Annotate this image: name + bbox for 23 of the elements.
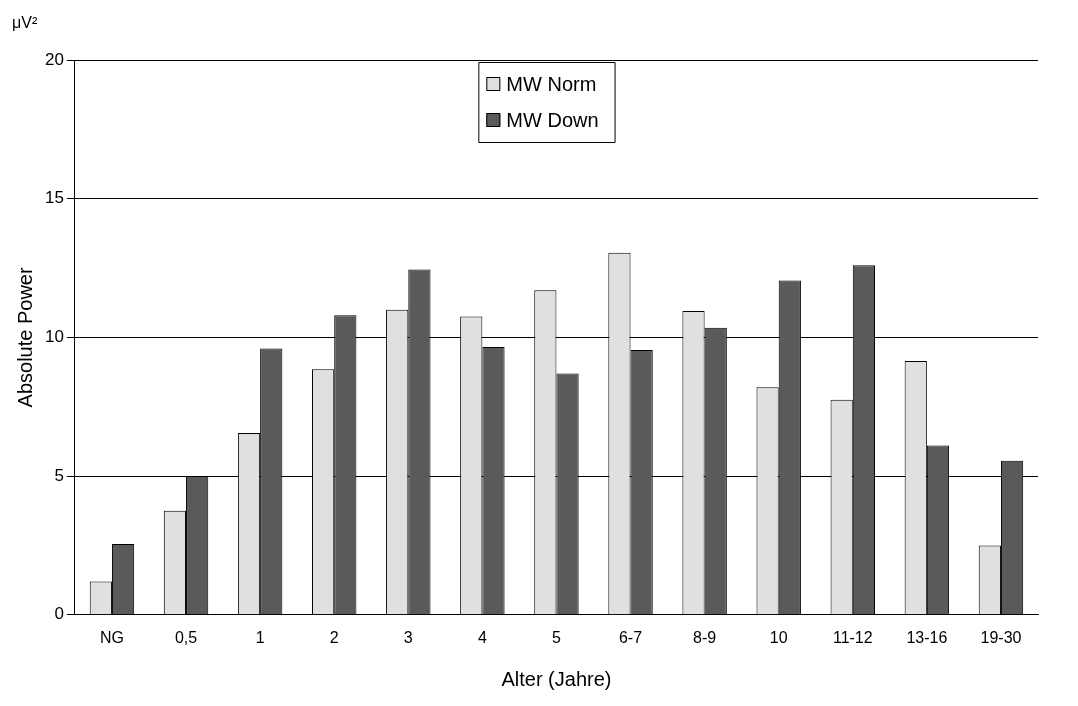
x-tick-label: 1 [255,628,265,646]
x-tick-label: 13-16 [906,628,948,646]
legend-label: MW Down [506,108,599,131]
x-axis-title: Alter (Jahre) [501,667,612,690]
y-tick-label: 0 [54,604,64,624]
y-tick-label: 20 [44,49,64,69]
y-axis-title: Absolute Power [13,267,36,408]
x-tick-label: 8-9 [693,628,717,646]
text: μV² [12,14,38,32]
y-tick-label: 5 [54,465,64,485]
x-tick-label: 3 [403,628,413,646]
x-tick-label: 11-12 [832,628,873,646]
x-tick-label: 10 [769,628,788,646]
x-tick-label: 6-7 [618,628,643,646]
x-tick-label: NG [99,628,124,646]
x-tick-label: 19-30 [980,628,1022,646]
y-tick-label: 15 [44,188,64,208]
y-tick-label: 10 [44,327,64,347]
x-tick-label: 5 [552,628,561,646]
x-tick-label: 4 [477,628,487,646]
x-tick-label: 0,5 [174,628,198,646]
x-tick-label: 2 [329,628,339,646]
legend-label: MW Norm [506,72,597,95]
